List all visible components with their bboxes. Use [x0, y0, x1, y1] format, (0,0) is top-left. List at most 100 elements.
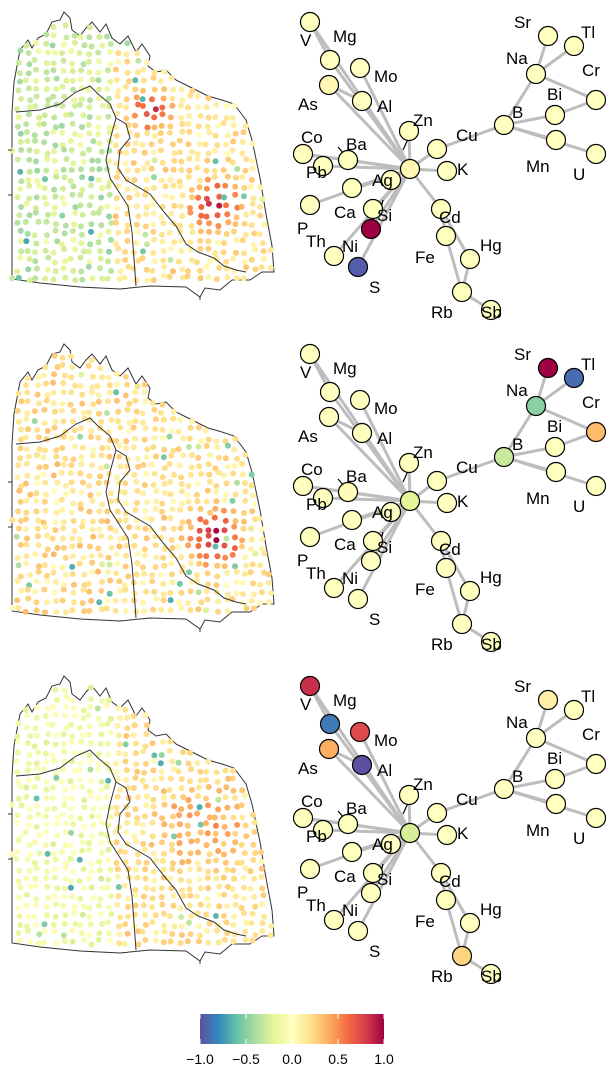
label-As: As: [298, 95, 318, 114]
node-Mo: [349, 57, 371, 79]
sample-point: [152, 426, 159, 432]
sample-point: [121, 489, 128, 496]
sample-point: [259, 526, 265, 533]
sample-point: [142, 921, 149, 928]
sample-point: [115, 418, 122, 425]
node-U: [585, 807, 606, 829]
sample-point: [40, 471, 47, 478]
sample-point: [196, 132, 203, 138]
sample-point: [194, 259, 200, 266]
sample-point: [186, 878, 193, 885]
sample-point: [77, 724, 83, 731]
sample-point: [14, 769, 21, 776]
sample-point: [141, 893, 147, 900]
sample-point: [86, 723, 93, 730]
sample-point: [207, 509, 214, 516]
sample-point: [242, 167, 249, 174]
sample-point: [68, 138, 74, 145]
sample-point: [248, 471, 255, 478]
sample-point: [189, 418, 196, 425]
sample-point: [53, 509, 60, 516]
sample-point: [113, 195, 120, 202]
sample-point: [196, 536, 203, 543]
sample-point: [196, 219, 203, 226]
sample-point: [49, 752, 56, 759]
sample-point: [41, 194, 48, 201]
sample-point: [13, 758, 20, 765]
sample-point: [261, 913, 267, 920]
sample-point: [205, 902, 212, 909]
sample-point: [178, 604, 185, 611]
sample-point: [197, 275, 204, 282]
sample-point: [130, 444, 137, 451]
sample-point: [86, 508, 93, 515]
sample-point: [70, 267, 77, 274]
sample-point: [250, 195, 257, 202]
sample-point: [242, 259, 248, 266]
sample-point: [14, 733, 21, 740]
sample-point: [160, 434, 167, 441]
sample-point: [194, 810, 201, 817]
sample-point: [114, 722, 121, 729]
sample-point: [134, 456, 141, 462]
sample-point: [42, 523, 49, 530]
sample-point: [99, 578, 105, 585]
sample-point: [122, 160, 129, 167]
sample-point: [86, 130, 93, 137]
sample-point: [26, 195, 33, 202]
sample-point: [168, 75, 175, 81]
sample-point: [240, 525, 247, 532]
sample-point: [60, 811, 67, 818]
sample-point: [158, 885, 165, 892]
sample-point: [87, 24, 93, 31]
sample-point: [26, 867, 33, 874]
sample-point: [160, 857, 166, 864]
sample-point: [52, 770, 59, 777]
sample-point: [221, 497, 228, 504]
sample-point: [153, 929, 160, 936]
sample-point: [230, 138, 237, 145]
sample-point: [205, 758, 212, 765]
sample-point: [17, 436, 24, 443]
sample-point: [239, 537, 246, 544]
sample-point: [95, 131, 102, 138]
sample-point: [149, 201, 156, 208]
sample-point: [113, 839, 120, 846]
sample-point: [205, 114, 212, 121]
sample-point: [222, 517, 229, 524]
label-Zn: Zn: [413, 111, 433, 130]
sample-point: [71, 103, 78, 109]
node-K: [436, 160, 458, 182]
sample-point: [68, 738, 75, 745]
sample-point: [70, 868, 77, 875]
sample-point: [139, 564, 146, 571]
sample-point: [17, 518, 24, 524]
sample-point: [158, 768, 165, 775]
sample-point: [31, 913, 38, 920]
sample-point: [81, 608, 88, 615]
sample-point: [68, 721, 74, 728]
sample-point: [86, 473, 93, 480]
sample-point: [94, 705, 101, 712]
sample-point: [69, 571, 76, 577]
sample-point: [204, 874, 211, 881]
sample-point: [44, 211, 51, 218]
sample-point: [95, 715, 102, 722]
sample-point: [159, 500, 166, 507]
sample-point: [151, 776, 158, 783]
sample-point: [143, 454, 150, 461]
sample-point: [234, 479, 240, 486]
sample-point: [151, 877, 158, 884]
sample-point: [195, 543, 202, 549]
sample-point: [60, 535, 66, 542]
sample-point: [160, 866, 167, 873]
sample-point: [213, 582, 220, 589]
sample-point: [214, 553, 221, 560]
sample-point: [122, 921, 129, 928]
sample-point: [220, 814, 227, 821]
sample-point: [242, 554, 248, 561]
sample-point: [105, 919, 111, 926]
sample-point: [170, 447, 177, 454]
sample-point: [167, 491, 174, 498]
sample-point: [41, 498, 48, 505]
